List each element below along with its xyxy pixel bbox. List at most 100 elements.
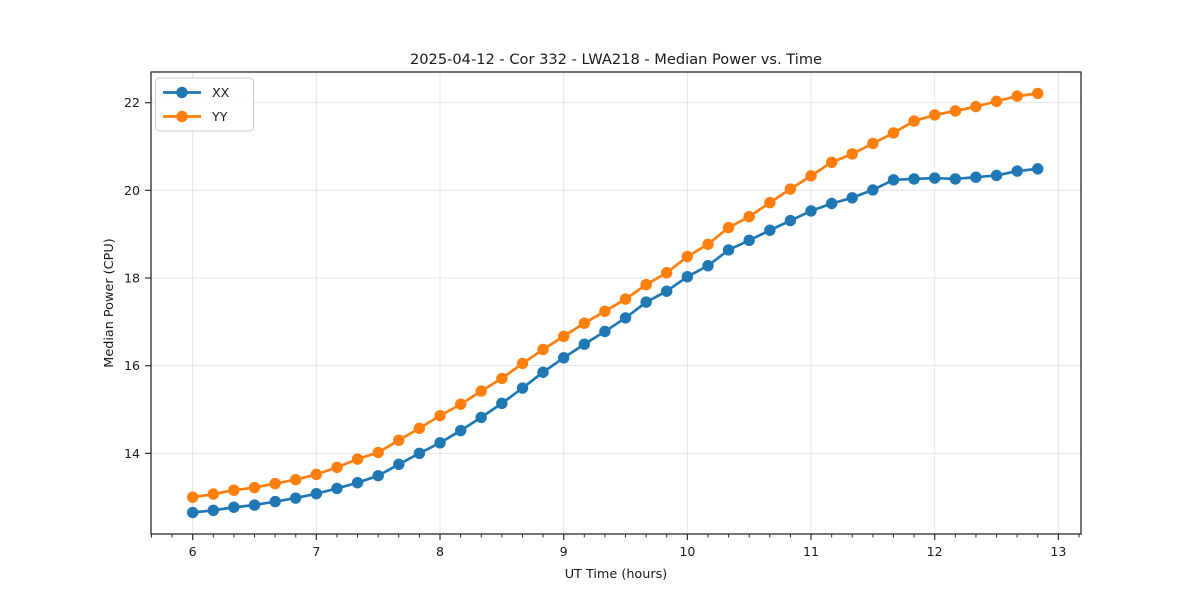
data-point-YY <box>434 409 446 422</box>
data-point-YY <box>867 137 879 150</box>
data-point-YY <box>722 221 735 234</box>
data-point-XX <box>743 234 755 247</box>
data-point-YY <box>887 127 900 139</box>
data-point-YY <box>599 305 611 318</box>
y-tick-label: 18 <box>124 271 140 286</box>
x-tick-label: 8 <box>436 544 444 559</box>
data-point-YY <box>413 422 426 435</box>
data-point-XX <box>578 338 591 350</box>
series-line-XX <box>191 167 1040 514</box>
data-point-YY <box>640 278 652 291</box>
data-point-XX <box>516 382 529 394</box>
x-tick-label: 12 <box>927 544 943 559</box>
data-point-YY <box>970 100 982 113</box>
data-point-XX <box>351 477 364 489</box>
data-point-YY <box>248 481 261 494</box>
data-point-YY <box>784 183 797 195</box>
data-point-XX <box>928 172 941 184</box>
data-point-XX <box>722 244 735 256</box>
series-group <box>186 87 1044 519</box>
data-point-XX <box>825 197 838 210</box>
x-tick-label: 7 <box>312 544 320 559</box>
data-point-XX <box>970 171 982 183</box>
data-point-YY <box>289 473 302 486</box>
data-point-XX <box>475 411 487 424</box>
data-point-XX <box>393 458 405 471</box>
legend: XX YY <box>155 77 254 132</box>
plot-border <box>150 71 1082 535</box>
data-point-XX <box>537 366 549 378</box>
data-point-XX <box>496 397 508 410</box>
x-tick-label: 13 <box>1050 544 1066 559</box>
y-tick-label: 20 <box>124 183 140 198</box>
data-point-YY <box>331 461 343 474</box>
data-point-XX <box>454 424 467 437</box>
data-point-YY <box>310 468 323 481</box>
data-point-YY <box>351 453 364 465</box>
data-point-YY <box>846 148 858 160</box>
data-point-YY <box>908 115 920 127</box>
data-point-XX <box>764 224 776 236</box>
data-point-XX <box>846 192 858 204</box>
axes <box>145 71 1082 540</box>
data-point-YY <box>475 385 487 397</box>
data-point-XX <box>640 296 652 308</box>
data-point-XX <box>557 352 570 364</box>
data-point-YY <box>949 105 962 117</box>
data-point-YY <box>661 267 673 279</box>
y-axis-label: Median Power (CPU) <box>102 238 117 367</box>
data-point-XX <box>228 501 240 513</box>
data-point-YY <box>928 109 941 121</box>
x-tick-label: 10 <box>679 544 695 559</box>
data-point-XX <box>207 504 220 517</box>
data-point-YY <box>496 372 508 385</box>
data-point-XX <box>1032 163 1044 175</box>
data-point-XX <box>867 184 879 196</box>
data-point-YY <box>681 250 694 263</box>
data-point-XX <box>702 260 714 272</box>
data-point-XX <box>908 173 920 185</box>
data-point-YY <box>516 357 529 370</box>
data-point-XX <box>681 271 694 283</box>
tick-labels: 6 7 8 9 10 11 12 13 14 16 18 20 22 <box>124 95 1066 559</box>
data-point-XX <box>661 285 673 297</box>
y-tick-label: 16 <box>124 358 140 373</box>
data-point-YY <box>228 484 240 496</box>
data-point-YY <box>207 488 220 500</box>
data-point-XX <box>434 437 446 449</box>
legend-marker <box>176 86 188 99</box>
x-tick-label: 9 <box>560 544 568 559</box>
data-point-YY <box>578 317 591 329</box>
data-point-YY <box>454 398 467 410</box>
x-axis-label: UT Time (hours) <box>565 567 668 582</box>
series-line-YY <box>191 92 1040 499</box>
data-point-YY <box>805 170 817 182</box>
data-point-YY <box>702 238 714 250</box>
data-point-XX <box>805 205 817 217</box>
data-point-XX <box>599 325 611 338</box>
data-point-YY <box>1011 90 1023 102</box>
data-point-XX <box>887 174 900 186</box>
data-point-YY <box>1032 87 1044 100</box>
grid <box>151 72 1081 534</box>
data-point-XX <box>331 482 343 495</box>
data-point-YY <box>619 293 632 305</box>
y-tick-label: 14 <box>124 446 140 461</box>
data-point-YY <box>186 491 199 503</box>
data-point-XX <box>1011 165 1023 177</box>
data-point-XX <box>289 492 302 504</box>
data-point-XX <box>784 214 797 227</box>
data-point-XX <box>949 173 962 185</box>
data-point-YY <box>825 156 838 168</box>
data-point-YY <box>990 95 1003 108</box>
data-point-XX <box>372 470 384 482</box>
legend-label: XX <box>212 85 230 100</box>
data-point-YY <box>537 343 549 356</box>
data-point-XX <box>310 487 323 500</box>
data-point-YY <box>764 196 776 209</box>
legend-marker <box>176 110 188 123</box>
data-point-XX <box>269 495 281 508</box>
data-point-XX <box>186 506 199 519</box>
